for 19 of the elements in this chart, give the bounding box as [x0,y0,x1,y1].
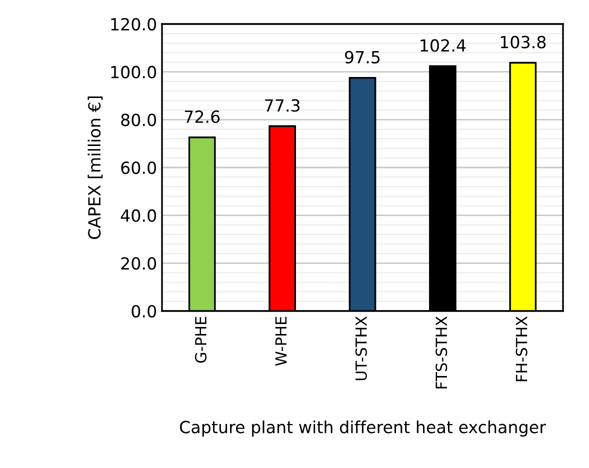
x-tick-label: W-PHE [275,316,287,366]
y-axis-title: CAPEX [million €] [88,96,103,239]
x-tick-label: UT-STHX [355,316,367,380]
x-tick-label: FH-STHX [516,316,528,382]
y-tick-label: 0.0 [132,304,156,318]
x-axis-title: Capture plant with different heat exchanger [180,420,546,437]
y-tick-label: 40.0 [120,209,156,222]
y-tick-label: 100.0 [111,66,156,78]
data-label: 102.4 [420,39,466,52]
y-tick-label: 80.0 [121,114,156,126]
y-tick-label: 20.0 [121,257,156,270]
data-label: 72.6 [184,110,220,124]
y-tick-label: 120.0 [111,18,156,31]
data-label: 97.5 [344,50,380,64]
data-label: 77.3 [265,99,300,112]
data-label: 103.8 [500,36,546,48]
x-tick-label: FTS-STHX [436,316,448,388]
y-tick-label: 60.0 [121,161,156,174]
x-tick-label: G-PHE [194,316,207,363]
